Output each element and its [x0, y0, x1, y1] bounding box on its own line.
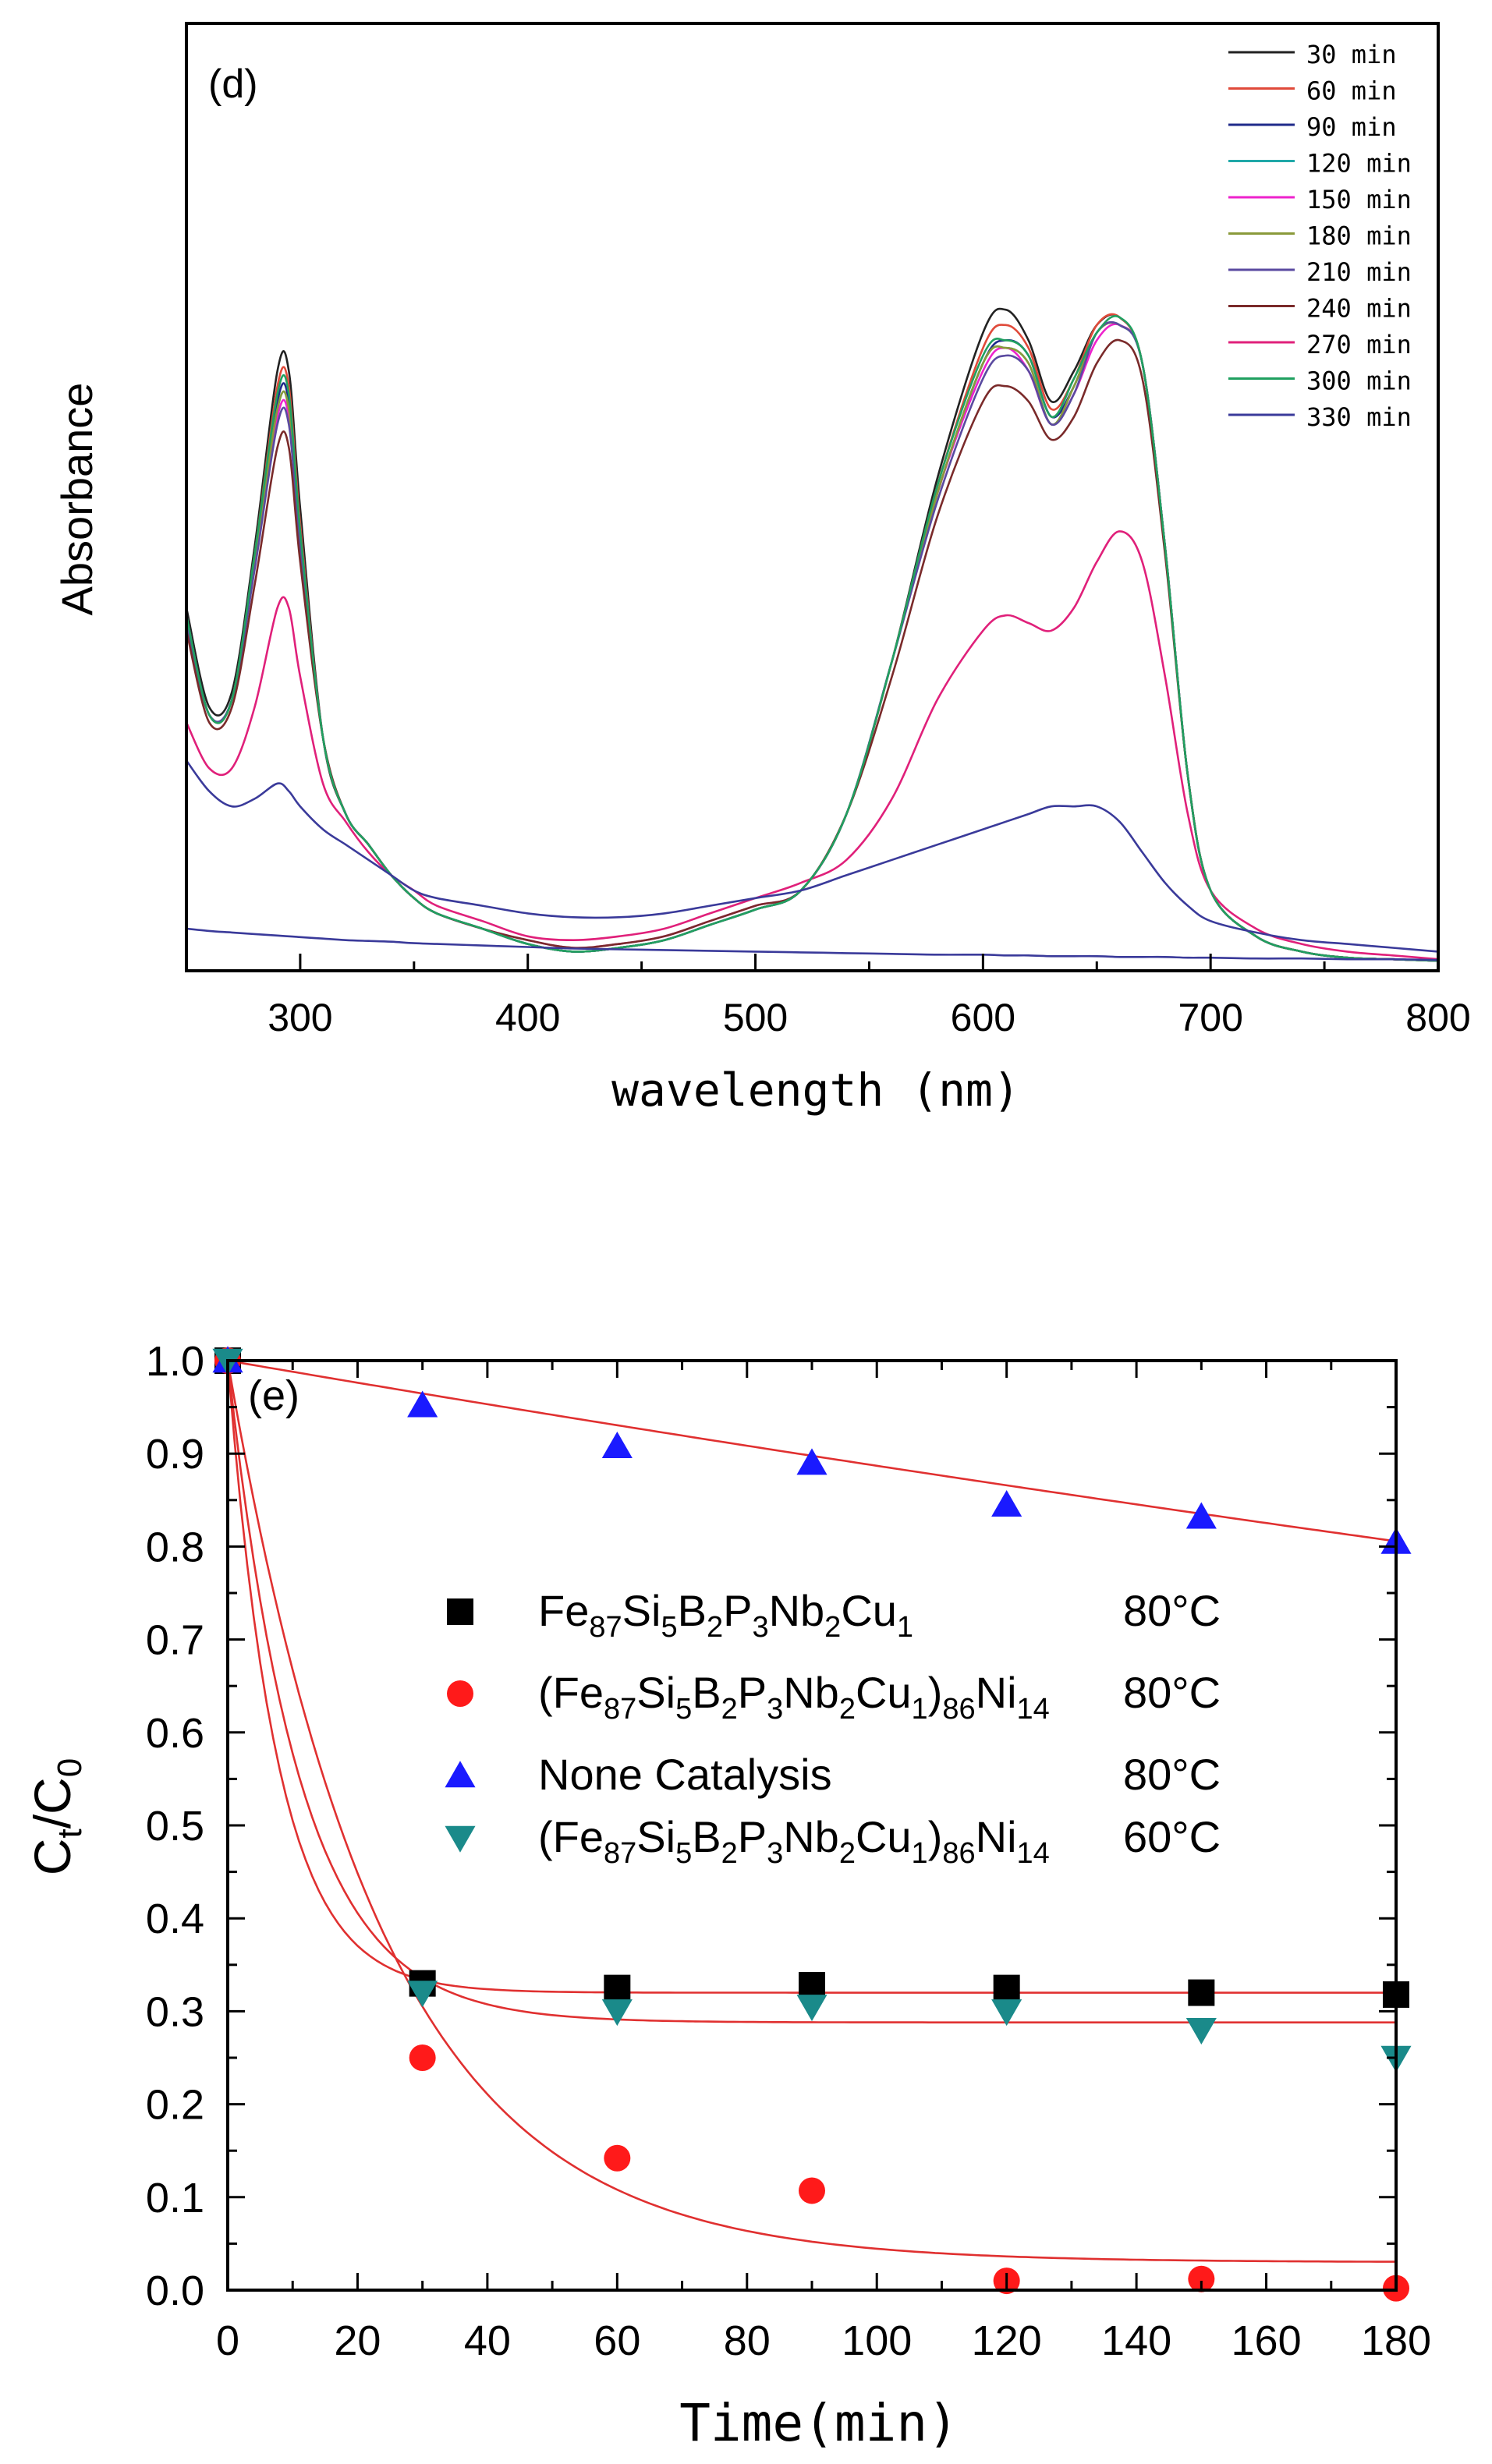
data-point: [799, 2177, 825, 2204]
legend-temperature: 60°C: [1123, 1812, 1221, 1861]
y-tick-label: 0.5: [146, 1803, 204, 1850]
y-tick-label: 0.0: [146, 2268, 204, 2314]
legend-marker: [447, 1680, 473, 1707]
data-point: [991, 1999, 1022, 2027]
x-tick-label: 500: [723, 996, 788, 1039]
x-tick-label: 100: [842, 2317, 912, 2364]
y-tick-label: 0.7: [146, 1617, 204, 1664]
x-tick-label: 140: [1101, 2317, 1171, 2364]
legend-marker: [445, 1825, 476, 1853]
legend-label: 120 min: [1306, 149, 1412, 179]
x-tick-label: 700: [1178, 996, 1242, 1039]
data-point: [601, 1431, 633, 1458]
data-point: [407, 1390, 438, 1418]
legend-temperature: 80°C: [1123, 1668, 1221, 1717]
data-point: [1185, 2017, 1217, 2044]
x-tick-label: 20: [334, 2317, 381, 2364]
legend-label: 60 min: [1306, 76, 1397, 106]
y-axis-label: Ct/C0: [23, 1758, 89, 1875]
legend-label: (Fe87Si5B2P3Nb2Cu1)86Ni14: [538, 1812, 1050, 1870]
data-point: [407, 1981, 438, 2008]
legend-label: 210 min: [1306, 257, 1412, 287]
kinetics-chart: 0 20 40 60 80 100 120 140 160 180 0.0 0.1 0.2 0.3 0.4…: [23, 1338, 1431, 2453]
legend-label: 180 min: [1306, 221, 1412, 251]
legend-label: 30 min: [1306, 40, 1397, 69]
data-point: [1188, 1979, 1215, 2006]
y-tick-label: 0.6: [146, 1710, 204, 1757]
y-tick-label: 0.1: [146, 2175, 204, 2221]
data-point: [409, 2044, 436, 2071]
x-tick-label: 60: [594, 2317, 640, 2364]
legend-marker: [447, 1598, 473, 1625]
legend: 30 min 60 min 90 min 120 min 150 min 180 min 2…: [1228, 40, 1412, 432]
data-point: [1188, 2265, 1215, 2292]
legend-label: 330 min: [1306, 402, 1412, 432]
x-axis-label: wavelength (nm): [611, 1064, 1020, 1117]
panel-label: (d): [208, 62, 258, 107]
y-axis-label: Absorbance: [52, 383, 101, 616]
legend-label: 270 min: [1306, 330, 1412, 359]
x-tick-label: 400: [495, 996, 560, 1039]
y-tick-label: 0.9: [146, 1431, 204, 1478]
legend-label: Fe87Si5B2P3Nb2Cu1: [538, 1586, 913, 1644]
y-tick-label: 0.3: [146, 1988, 204, 2035]
legend-label: 240 min: [1306, 294, 1412, 324]
x-axis-label: Time(min): [679, 2393, 959, 2453]
x-tick-label: 600: [951, 996, 1015, 1039]
series-line-9: [185, 315, 1439, 962]
x-tick-label: 180: [1361, 2317, 1431, 2364]
legend-label: 90 min: [1306, 112, 1397, 142]
legend-label: (Fe87Si5B2P3Nb2Cu1)86Ni14: [538, 1668, 1050, 1726]
data-point: [1185, 1502, 1217, 1529]
plot-frame: [185, 22, 1440, 972]
data-point: [799, 1972, 825, 1999]
x-tick-label: 120: [972, 2317, 1042, 2364]
y-tick-label: 0.8: [146, 1524, 204, 1570]
legend-temperature: 80°C: [1123, 1586, 1221, 1635]
y-tick-label: 0.2: [146, 2082, 204, 2129]
x-tick-label: 300: [268, 996, 332, 1039]
x-tick-label: 80: [724, 2317, 771, 2364]
legend-temperature: 80°C: [1123, 1750, 1221, 1799]
legend-marker: [445, 1761, 476, 1788]
panel-label: (e): [248, 1372, 299, 1419]
x-tick-label: 0: [216, 2317, 239, 2364]
data-point: [796, 1995, 828, 2022]
data-point: [604, 2144, 631, 2172]
data-point: [796, 1448, 828, 1475]
x-tick-label: 800: [1405, 996, 1470, 1039]
x-tick-label: 40: [464, 2317, 511, 2364]
series-line-10: [185, 759, 1439, 953]
y-tick-label: 1.0: [146, 1338, 204, 1385]
x-tick-label: 160: [1232, 2317, 1302, 2364]
legend: Fe87Si5B2P3Nb2Cu1 80°C (Fe87Si5B2P3Nb2Cu1)…: [445, 1586, 1221, 1870]
absorbance-chart: 300 400 500 600 700 800 (d) wavelength (nm) A…: [52, 22, 1471, 1117]
data-point: [991, 1490, 1022, 1517]
data-point: [993, 1974, 1020, 2002]
data-point: [604, 1974, 631, 2002]
series-line-8: [185, 530, 1439, 961]
legend-label: 300 min: [1306, 366, 1412, 396]
legend-label: 150 min: [1306, 185, 1412, 214]
y-tick-label: 0.4: [146, 1896, 204, 1942]
data-point: [601, 1999, 633, 2027]
series-line-11: [186, 927, 1439, 961]
legend-label: None Catalysis: [538, 1750, 832, 1799]
